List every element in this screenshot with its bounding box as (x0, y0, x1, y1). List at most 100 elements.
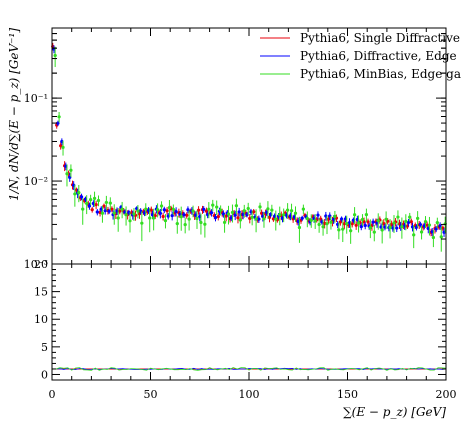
data-marker (333, 214, 337, 218)
data-point-3-36 (195, 210, 199, 229)
data-marker (104, 200, 108, 205)
data-marker (363, 223, 367, 228)
data-point-3-68 (321, 219, 325, 236)
data-point-3-4 (69, 164, 73, 178)
data-marker (165, 209, 169, 213)
data-point-1-80 (366, 218, 370, 226)
data-marker (207, 207, 211, 211)
data-point-3-75 (349, 221, 353, 244)
data-marker (321, 225, 325, 229)
data-marker (89, 198, 93, 202)
data-point-3-93 (419, 225, 424, 240)
data-marker (65, 172, 69, 176)
data-point-3-31 (175, 215, 179, 234)
data-marker (337, 228, 341, 232)
data-marker (349, 229, 353, 233)
data-point-3-50 (250, 210, 254, 226)
data-point-3-46 (234, 198, 238, 215)
data-point-3-17 (120, 201, 124, 219)
data-point-1-17 (118, 208, 122, 215)
data-marker (56, 121, 60, 125)
data-point-2-87 (395, 224, 399, 233)
ratio-y-tick-label: 5 (41, 341, 48, 354)
data-marker (57, 115, 61, 119)
data-point-3-92 (416, 211, 420, 228)
data-point-2-73 (339, 216, 344, 222)
data-point-3-71 (333, 210, 337, 223)
data-point-3-13 (104, 195, 108, 211)
data-point-3-56 (274, 210, 278, 231)
data-point-1-37 (196, 206, 201, 215)
data-point-3-34 (187, 210, 191, 231)
data-marker (418, 222, 422, 227)
data-point-3-96 (431, 229, 435, 248)
data-marker (297, 225, 302, 230)
ratio-y-tick-label: 20 (34, 258, 48, 271)
data-point-3-12 (100, 205, 105, 223)
data-marker (250, 215, 254, 219)
data-point-3-52 (258, 202, 262, 212)
data-marker (354, 223, 358, 227)
data-marker (236, 216, 240, 220)
data-marker (242, 209, 246, 213)
ratio-y-tick-label: 10 (34, 313, 48, 326)
data-point-2-47 (237, 207, 241, 217)
data-marker (246, 206, 250, 211)
data-marker (404, 219, 408, 223)
data-marker (427, 223, 432, 227)
data-marker (439, 235, 443, 239)
data-point-3-60 (289, 203, 294, 220)
data-point-3-6 (77, 185, 81, 203)
ratio-series-2 (51, 367, 447, 371)
data-point-1-47 (236, 212, 240, 224)
legend-label: Pythia6, Single Diffractive (300, 31, 460, 45)
data-point-3-10 (92, 191, 97, 207)
data-point-2-63 (300, 215, 304, 221)
data-marker (219, 208, 223, 212)
data-marker (266, 207, 270, 211)
data-point-3-5 (73, 184, 77, 207)
data-point-1-51 (252, 208, 256, 215)
data-marker (183, 223, 187, 227)
data-point-2-40 (209, 209, 214, 217)
data-point-2-67 (316, 211, 320, 220)
data-marker (339, 217, 344, 221)
data-point-2-31 (174, 207, 178, 217)
data-point-3-57 (278, 206, 282, 226)
data-point-3-14 (108, 197, 112, 210)
data-point-3-67 (317, 217, 321, 233)
data-marker (316, 213, 320, 217)
y-axis-label: 1/N, dN/d∑(E − p_z) [GeV⁻¹] (7, 28, 21, 201)
data-marker (341, 227, 345, 231)
data-point-3-24 (148, 207, 152, 233)
data-marker (252, 210, 256, 214)
data-point-3-66 (313, 214, 317, 229)
data-point-3-11 (96, 195, 101, 207)
data-point-2-28 (162, 206, 166, 214)
data-point-1-34 (185, 212, 189, 219)
data-marker (128, 219, 132, 223)
data-marker (124, 213, 128, 217)
data-point-3-38 (203, 214, 207, 238)
data-marker (423, 219, 428, 224)
data-point-3-15 (112, 204, 116, 225)
data-point-3-30 (171, 204, 175, 215)
data-marker (278, 213, 282, 217)
data-marker (73, 192, 77, 196)
data-point-3-18 (124, 206, 128, 226)
data-marker (79, 195, 84, 199)
data-marker (215, 205, 219, 209)
data-marker (144, 207, 148, 211)
data-point-3-1 (57, 112, 61, 123)
data-marker (400, 224, 404, 229)
y-tick-label: 10⁻² (24, 175, 48, 188)
data-marker (195, 216, 199, 221)
data-marker (371, 220, 375, 224)
data-point-3-64 (305, 211, 309, 228)
data-marker (309, 218, 313, 222)
data-point-2-38 (202, 206, 206, 214)
data-marker (179, 215, 183, 219)
data-marker (61, 145, 65, 149)
data-point-3-43 (222, 214, 227, 233)
data-point-2-34 (186, 206, 190, 214)
